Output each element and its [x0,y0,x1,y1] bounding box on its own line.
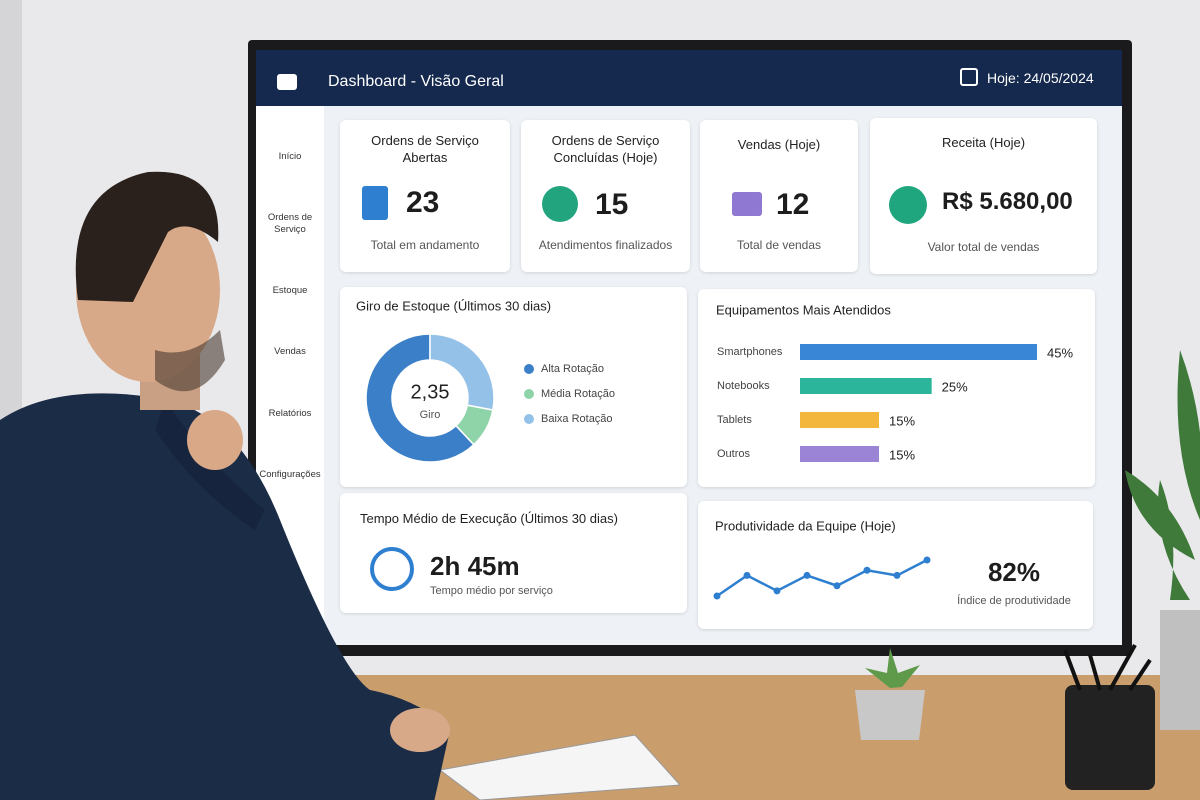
kpi-caption: Total de vendas [736,238,822,252]
value-label: 15% [889,413,915,428]
kpi-card: Ordens de Serviço Abertas 23 Total em an… [340,120,510,272]
nav-item[interactable]: Configurações [259,469,321,480]
kpi-card: Receita (Hoje) R$ 5.680,00 Valor total d… [870,118,1097,274]
line-point [893,571,901,579]
kpi-card: Ordens de Serviço Concluídas (Hoje) 15 A… [521,120,690,272]
pen-holder [1065,685,1155,790]
panel [698,501,1093,629]
torso [0,393,450,800]
time-caption: Tempo médio por serviço [430,585,553,597]
kpi-icon [889,186,927,224]
legend-label: Baixa Rotação [541,413,613,425]
donut-segment [365,333,475,463]
hand [390,708,450,752]
kpi-icon [732,192,762,216]
planter [1160,610,1200,730]
chart-title: Equipamentos Mais Atendidos [716,302,891,317]
panel-title: Tempo Médio de Execução (Últimos 30 dias… [360,511,618,526]
kpi-title: Vendas (Hoje) [737,137,821,152]
chart-title: Produtividade da Equipe (Hoje) [715,518,896,533]
bar [800,344,1037,360]
donut-center-value: 2,35 [411,381,450,403]
nav-item[interactable]: Ordens de Serviço [267,212,313,235]
panel: Tempo Médio de Execução (Últimos 30 dias… [340,493,687,613]
beard [155,330,225,392]
bar [800,446,879,462]
plant-leaves [1125,350,1200,600]
kpi-caption: Atendimentos finalizados [538,238,673,252]
category-label: Tablets [717,414,752,426]
value-label: 15% [889,447,915,462]
value-label: 25% [942,379,968,394]
time-value: 2h 45m [430,551,520,581]
legend-dot [524,414,534,424]
category-label: Outros [717,448,751,460]
category-label: Notebooks [717,380,770,392]
line [716,558,928,598]
kpi-card: Vendas (Hoje) 12 Total de vendas [700,120,858,272]
hand [187,410,243,470]
hair [75,171,219,302]
header-title: Dashboard - Visão Geral [328,73,504,90]
line-point [863,566,871,574]
legend-label: Alta Rotação [541,363,604,375]
menu-icon [277,74,297,90]
pot [855,690,925,740]
chart-title: Giro de Estoque (Últimos 30 dias) [356,298,551,313]
line-point [803,571,811,579]
kpi-icon [542,186,578,222]
kpi-value: R$ 5.680,00 [942,188,1073,215]
notebook [438,734,682,800]
donut-center-label: Giro [420,409,441,421]
kpi-value: 15 [595,188,629,221]
kpi-title: Receita (Hoje) [941,135,1026,150]
nav-item[interactable]: Relatórios [268,408,312,419]
legend-dot [524,364,534,374]
value-label: 45% [1047,345,1073,360]
donut-segment [429,333,495,411]
kpi-icon [362,186,388,220]
header-date: Hoje: 24/05/2024 [987,70,1094,86]
legend-dot [524,389,534,399]
category-label: Smartphones [717,346,783,358]
succulent [865,648,920,688]
kpi-value: 12 [776,188,810,221]
line-point [713,592,721,600]
kpi-caption: Valor total de vendas [927,240,1040,254]
calendar-icon [960,68,978,86]
line-point [833,582,841,590]
line-point [743,571,751,579]
bar [800,412,879,428]
pens [1063,644,1152,692]
clock-icon [370,547,414,591]
nav-item[interactable]: Início [278,151,302,162]
kpi-caption: Total em andamento [370,238,480,252]
kpi-title: Ordens de Serviço Abertas [371,133,479,165]
line-point [923,556,931,564]
kpi-label: Índice de produtividade [957,594,1071,607]
kpi-value: 23 [406,186,440,219]
bar [800,378,932,394]
kpi-value: 82% [988,557,1040,587]
kpi-title: Ordens de Serviço Concluídas (Hoje) [551,133,660,165]
line-point [773,587,781,595]
nav-item[interactable]: Vendas [274,346,306,357]
legend-label: Média Rotação [541,388,615,400]
nav-item[interactable]: Estoque [272,285,308,296]
